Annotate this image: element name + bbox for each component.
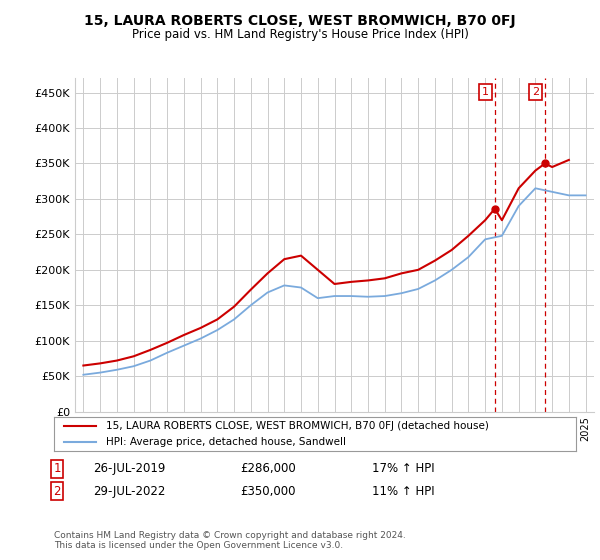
Text: 1: 1 [53,462,61,475]
Text: Contains HM Land Registry data © Crown copyright and database right 2024.
This d: Contains HM Land Registry data © Crown c… [54,531,406,550]
Text: 29-JUL-2022: 29-JUL-2022 [93,484,166,498]
Text: £350,000: £350,000 [240,484,296,498]
Text: 1: 1 [482,87,489,97]
Text: £286,000: £286,000 [240,462,296,475]
Text: 17% ↑ HPI: 17% ↑ HPI [372,462,434,475]
Text: 2: 2 [532,87,539,97]
Text: 11% ↑ HPI: 11% ↑ HPI [372,484,434,498]
Text: 15, LAURA ROBERTS CLOSE, WEST BROMWICH, B70 0FJ: 15, LAURA ROBERTS CLOSE, WEST BROMWICH, … [84,14,516,28]
Text: 2: 2 [53,484,61,498]
Text: 15, LAURA ROBERTS CLOSE, WEST BROMWICH, B70 0FJ (detached house): 15, LAURA ROBERTS CLOSE, WEST BROMWICH, … [106,421,489,431]
Text: Price paid vs. HM Land Registry's House Price Index (HPI): Price paid vs. HM Land Registry's House … [131,28,469,41]
Text: HPI: Average price, detached house, Sandwell: HPI: Average price, detached house, Sand… [106,437,346,447]
Text: 26-JUL-2019: 26-JUL-2019 [93,462,166,475]
